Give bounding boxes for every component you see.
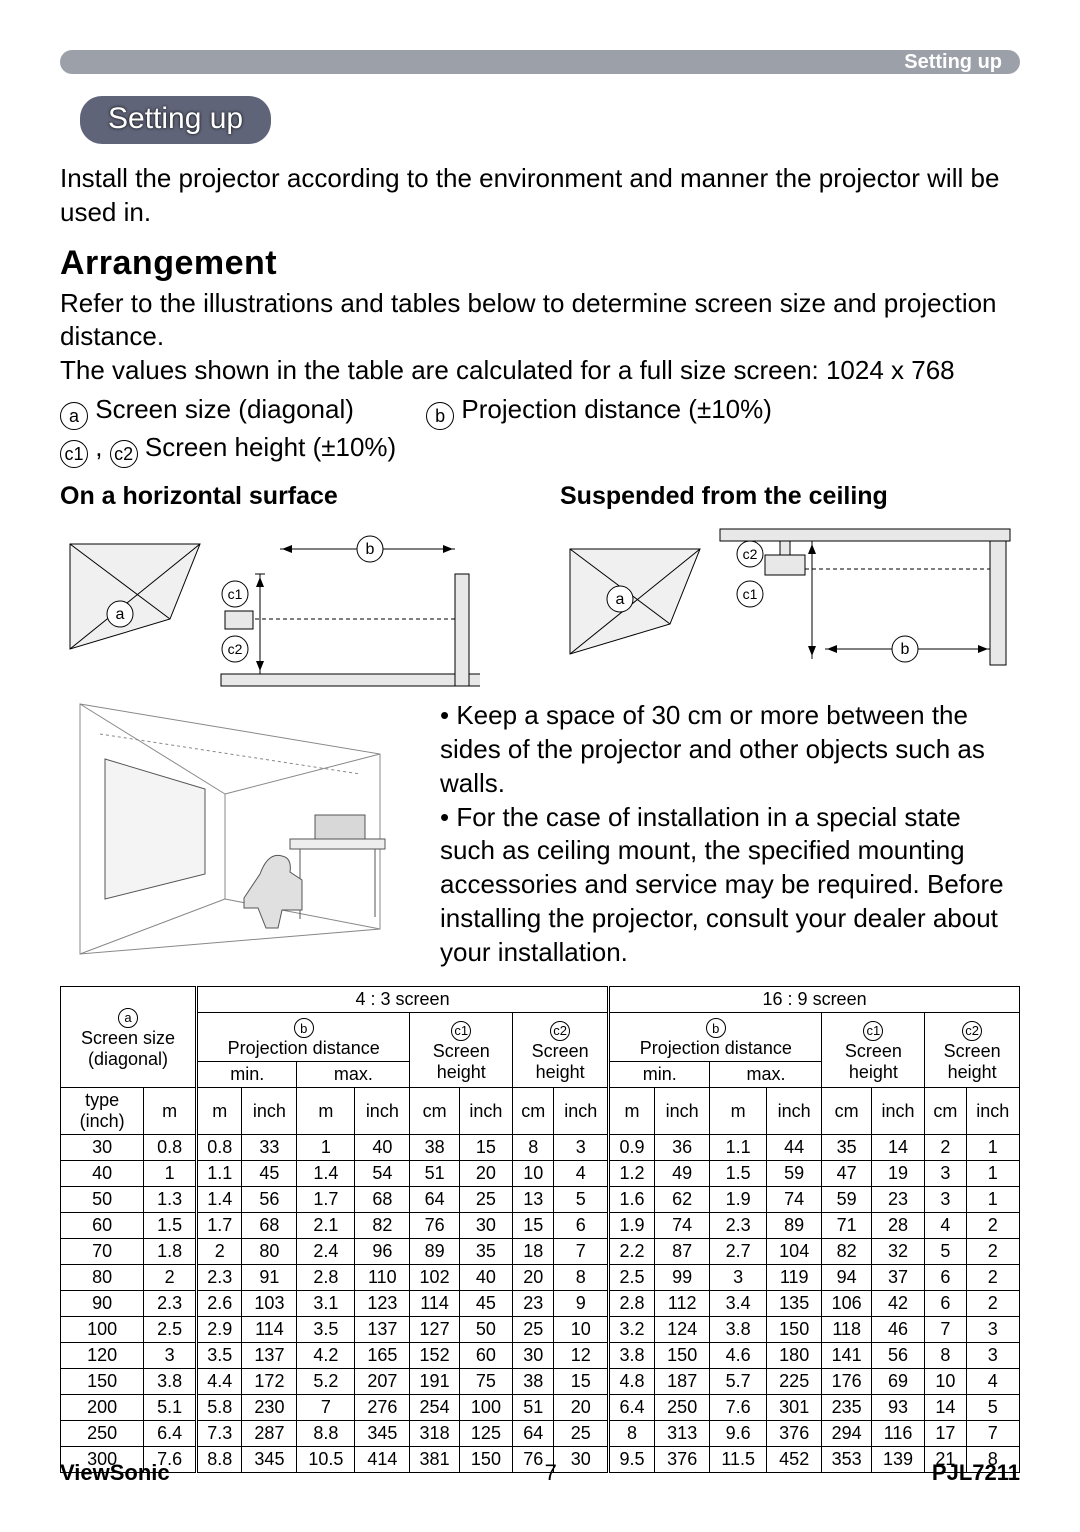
- hdr-43: 4 : 3 screen: [197, 986, 609, 1012]
- table-row: 4011.1451.45451201041.2491.559471931: [61, 1161, 1020, 1187]
- installation-notes: • Keep a space of 30 cm or more between …: [440, 699, 1020, 969]
- table-row: 2005.15.8230727625410051206.42507.630123…: [61, 1395, 1020, 1421]
- definitions: a Screen size (diagonal) b Projection di…: [60, 392, 1020, 468]
- table-row: 501.31.4561.76864251351.6621.974592331: [61, 1187, 1020, 1213]
- svg-text:c2: c2: [228, 641, 243, 657]
- circle-a-icon: a: [60, 402, 88, 430]
- header-bar: Setting up: [60, 50, 1020, 74]
- svg-text:a: a: [616, 591, 625, 608]
- circle-c1-icon: c1: [60, 440, 88, 468]
- svg-text:c1: c1: [743, 586, 758, 602]
- diag-title-right: Suspended from the ceiling: [560, 482, 1020, 511]
- circle-c2-icon: c2: [110, 440, 138, 468]
- table-row: 1503.84.41725.22071917538154.81875.72251…: [61, 1369, 1020, 1395]
- hdr-169: 16 : 9 screen: [609, 986, 1020, 1012]
- intro-text: Install the projector according to the e…: [60, 162, 1020, 230]
- note-1: • Keep a space of 30 cm or more between …: [440, 699, 1020, 800]
- arrangement-title: Arrangement: [60, 244, 1020, 283]
- table-body: 300.80.8331403815830.9361.1443514214011.…: [61, 1135, 1020, 1473]
- circle-b-icon: b: [426, 402, 454, 430]
- table-row: 601.51.7682.18276301561.9742.389712842: [61, 1213, 1020, 1239]
- svg-text:c2: c2: [743, 546, 758, 562]
- table-row: 2506.47.32878.8345318125642583139.637629…: [61, 1421, 1020, 1447]
- page-footer: ViewSonic 7 PJL7211: [60, 1460, 1020, 1486]
- diagram-ceiling: Suspended from the ceiling a c2 c1 b: [560, 482, 1020, 689]
- diag-title-left: On a horizontal surface: [60, 482, 500, 511]
- diagram-row: On a horizontal surface a c1 c2 b: [60, 482, 1020, 689]
- header-chip: Setting up: [904, 51, 1002, 74]
- hdr-screen-size: a Screen size (diagonal): [61, 986, 197, 1088]
- table-row: 8022.3912.8110102402082.5993119943762: [61, 1265, 1020, 1291]
- mid-section: • Keep a space of 30 cm or more between …: [60, 699, 1020, 969]
- note-2: • For the case of installation in a spec…: [440, 801, 1020, 970]
- horizontal-diagram-svg: a c1 c2 b: [60, 519, 480, 689]
- room-illustration: [60, 699, 420, 969]
- footer-page: 7: [545, 1460, 557, 1486]
- table-row: 12033.51374.21651526030123.81504.6180141…: [61, 1343, 1020, 1369]
- table-row: 300.80.8331403815830.9361.144351421: [61, 1135, 1020, 1161]
- projection-table: a Screen size (diagonal) 4 : 3 screen 16…: [60, 986, 1020, 1474]
- arrangement-p1: Refer to the illustrations and tables be…: [60, 287, 1020, 355]
- table-row: 1002.52.91143.51371275025103.21243.81501…: [61, 1317, 1020, 1343]
- diagram-horizontal: On a horizontal surface a c1 c2 b: [60, 482, 500, 689]
- footer-left: ViewSonic: [60, 1460, 170, 1486]
- table-row: 701.82802.49689351872.2872.7104823252: [61, 1239, 1020, 1265]
- svg-text:a: a: [116, 606, 125, 623]
- svg-text:b: b: [366, 541, 375, 558]
- section-pill: Setting up: [80, 96, 271, 144]
- arrangement-p2: The values shown in the table are calcul…: [60, 354, 1020, 388]
- ceiling-diagram-svg: a c2 c1 b: [560, 519, 1020, 689]
- footer-right: PJL7211: [932, 1460, 1020, 1486]
- table-row: 902.32.61033.1123114452392.81123.4135106…: [61, 1291, 1020, 1317]
- svg-text:c1: c1: [228, 586, 243, 602]
- svg-text:b: b: [901, 641, 910, 658]
